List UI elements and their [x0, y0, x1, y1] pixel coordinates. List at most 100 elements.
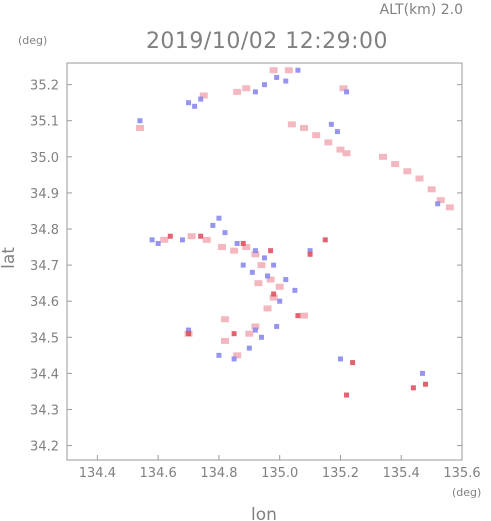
data-point-blue — [179, 237, 185, 243]
y-unit-label: (deg) — [18, 34, 47, 47]
x-tick-label: 134.6 — [140, 466, 177, 481]
data-point-blue — [149, 237, 155, 243]
data-point-blue — [210, 222, 216, 228]
data-point-blue — [240, 262, 246, 268]
data-point-blue — [262, 82, 267, 88]
y-tick-label: 34.7 — [30, 259, 59, 274]
x-unit-label: (deg) — [452, 486, 481, 499]
data-point-pink — [135, 124, 144, 131]
data-point-blue — [337, 356, 343, 362]
data-point-red — [271, 291, 277, 297]
y-tick-label: 34.6 — [30, 295, 59, 310]
data-point-pink — [263, 305, 272, 312]
data-point-blue — [283, 78, 289, 84]
data-point-pink — [284, 67, 293, 74]
altitude-label: ALT(km) 2.0 — [380, 2, 463, 18]
data-point-blue — [155, 240, 161, 246]
data-point-red — [423, 381, 429, 387]
data-point-blue — [252, 248, 258, 254]
data-point-pink — [445, 204, 454, 211]
data-point-pink — [427, 186, 436, 193]
data-point-pink — [300, 124, 308, 131]
data-point-blue — [222, 230, 228, 236]
data-point-pink — [254, 280, 263, 287]
data-point-blue — [198, 96, 204, 102]
data-point-pink — [275, 283, 284, 290]
data-point-blue — [271, 262, 277, 268]
data-point-red — [198, 233, 204, 239]
x-tick-label: 134.8 — [200, 466, 237, 481]
data-point-pink — [160, 236, 169, 243]
data-point-blue — [137, 118, 143, 124]
data-point-blue — [283, 277, 289, 283]
data-point-blue — [192, 103, 198, 109]
data-point-blue — [246, 345, 252, 351]
data-point-pink — [269, 67, 278, 74]
data-point-blue — [292, 287, 298, 293]
data-point-blue — [435, 201, 441, 207]
data-point-pink — [257, 262, 266, 269]
x-tick-label: 135.2 — [322, 466, 359, 481]
data-point-pink — [242, 244, 251, 251]
data-point-red — [410, 385, 416, 391]
data-point-pink — [217, 244, 226, 251]
data-point-blue — [234, 240, 240, 246]
data-point-blue — [295, 67, 301, 73]
data-point-red — [307, 251, 313, 257]
data-point-pink — [233, 88, 242, 95]
data-point-blue — [307, 248, 313, 254]
data-point-blue — [274, 323, 280, 329]
data-point-blue — [186, 100, 192, 106]
data-point-pink — [242, 85, 251, 92]
data-point-red — [322, 237, 328, 243]
data-point-blue — [265, 273, 271, 279]
data-point-pink — [245, 330, 254, 337]
data-point-blue — [262, 255, 267, 261]
data-point-blue — [249, 269, 255, 275]
data-point-pink — [339, 85, 348, 92]
data-point-red — [167, 233, 173, 239]
data-point-blue — [231, 356, 237, 362]
data-point-pink — [312, 132, 321, 139]
y-tick-label: 34.5 — [30, 331, 59, 346]
y-tick-label: 35.0 — [30, 151, 59, 166]
data-point-red — [350, 360, 356, 366]
y-tick-label: 34.8 — [30, 223, 59, 238]
data-point-pink — [436, 197, 445, 204]
data-point-pink — [199, 92, 208, 99]
data-point-red — [240, 240, 246, 246]
x-tick-label: 135.0 — [261, 466, 298, 481]
data-point-blue — [252, 89, 258, 95]
data-point-pink — [324, 139, 333, 146]
data-point-pink — [336, 146, 345, 153]
data-point-pink — [379, 153, 387, 160]
y-tick-label: 34.9 — [30, 187, 59, 202]
data-point-red — [186, 331, 192, 337]
data-point-blue — [258, 334, 264, 340]
data-point-pink — [221, 337, 229, 344]
x-tick-label: 134.4 — [79, 466, 116, 481]
y-tick-label: 34.2 — [30, 440, 59, 455]
data-point-pink — [233, 352, 242, 359]
x-ticks: 134.4 134.6 134.8 135.0 135.2 135.4 135.6 — [79, 455, 481, 481]
data-point-blue — [186, 327, 192, 333]
data-point-pink — [403, 168, 412, 175]
data-point-pink — [269, 294, 278, 301]
x-tick-label: 135.6 — [443, 466, 480, 481]
data-point-pink — [251, 251, 260, 258]
y-axis-label: lat — [0, 247, 19, 269]
data-point-blue — [420, 370, 425, 376]
plot-frame — [66, 62, 463, 461]
data-point-pink — [251, 323, 260, 330]
data-point-blue — [328, 121, 334, 127]
chart-title: 2019/10/02 12:29:00 — [146, 29, 388, 54]
data-point-red — [344, 392, 350, 398]
y-tick-label: 35.1 — [30, 115, 59, 130]
data-point-blue — [344, 89, 350, 95]
data-point-red — [295, 313, 301, 319]
y-tick-label: 34.4 — [30, 367, 59, 382]
data-point-pink — [300, 312, 308, 319]
data-point-pink — [202, 236, 211, 243]
data-point-blue — [334, 129, 340, 135]
data-point-red — [268, 248, 274, 254]
